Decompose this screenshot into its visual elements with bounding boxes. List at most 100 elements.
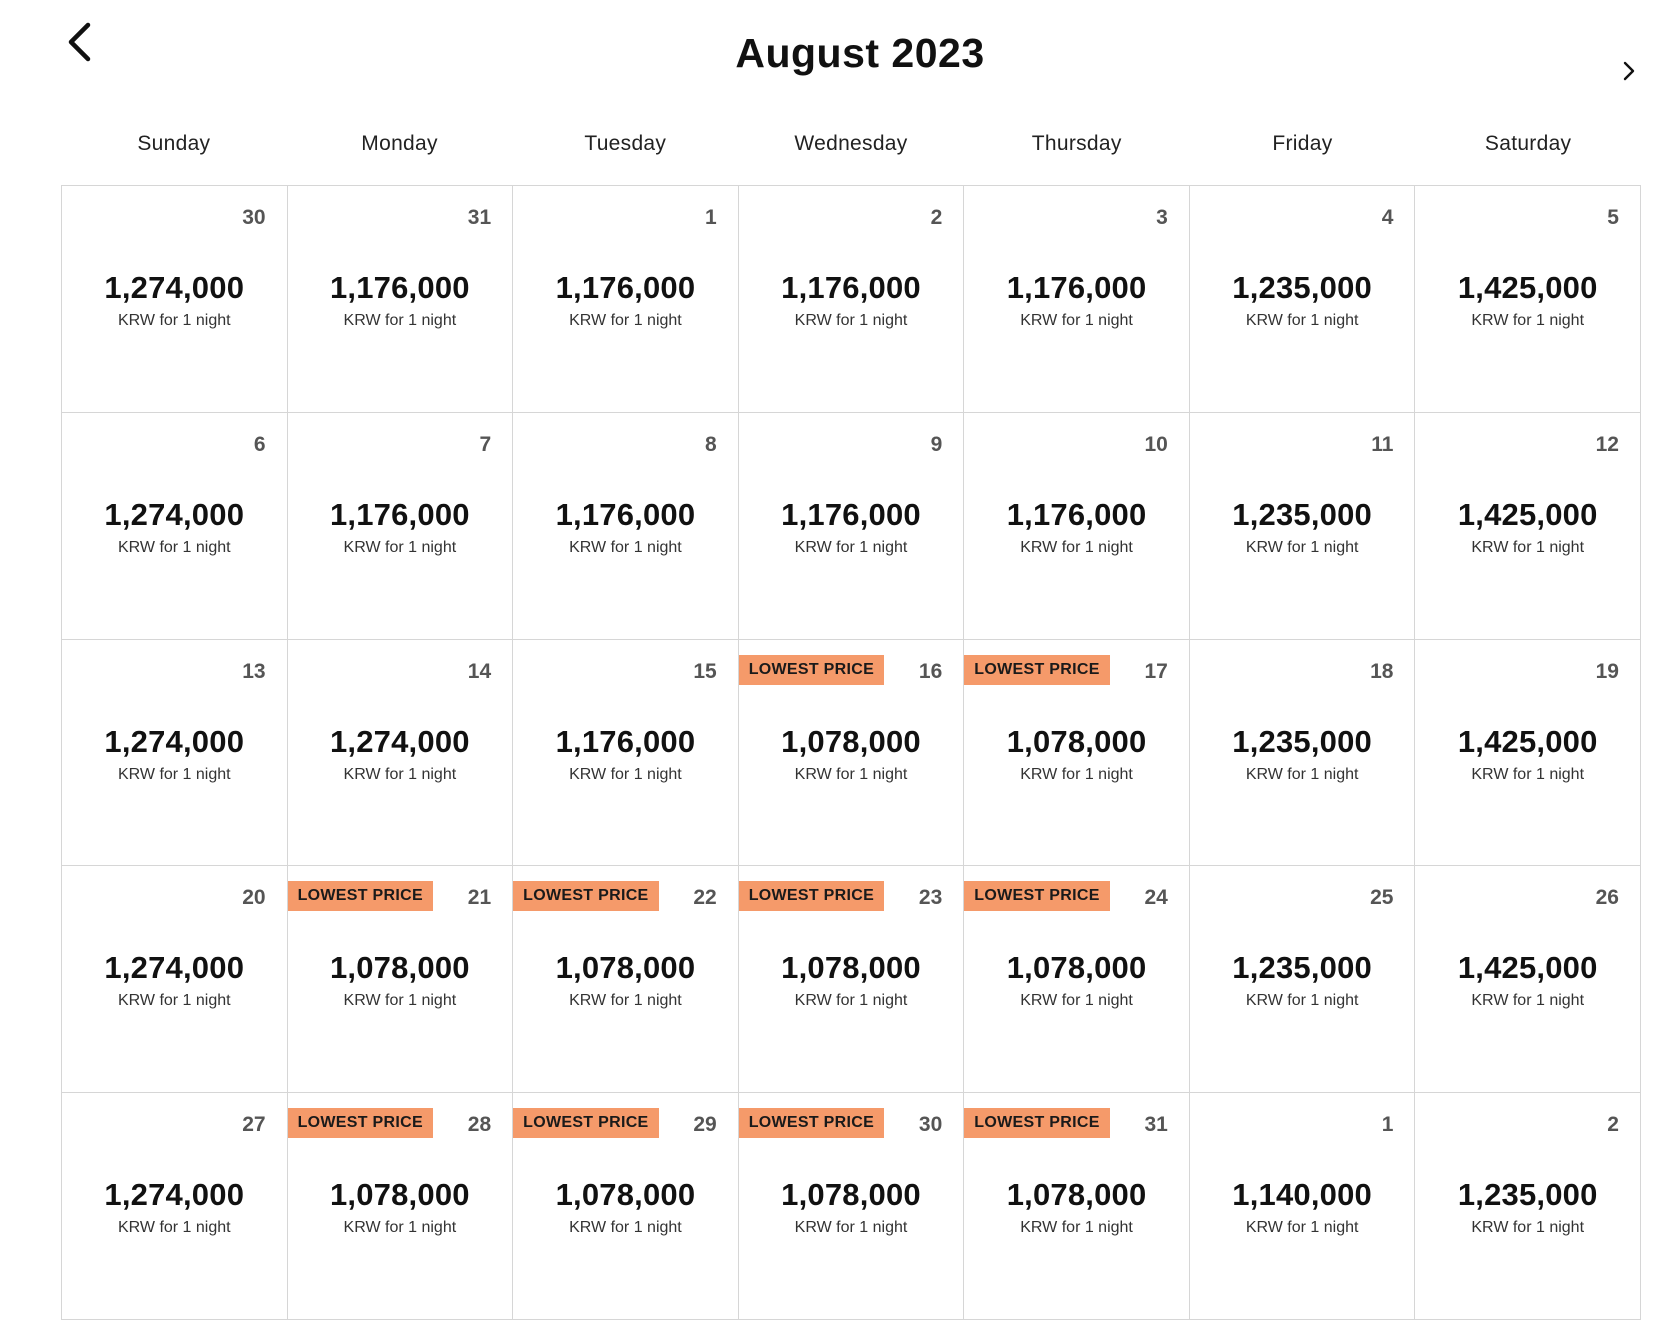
day-cell[interactable]: LOWEST PRICE 17 1,078,000 KRW for 1 night: [964, 639, 1190, 867]
price-note: KRW for 1 night: [343, 765, 457, 783]
day-cell[interactable]: LOWEST PRICE 31 1,078,000 KRW for 1 night: [964, 1093, 1190, 1320]
day-cell[interactable]: 5 1,425,000 KRW for 1 night: [1415, 186, 1641, 413]
day-cell[interactable]: 8 1,176,000 KRW for 1 night: [513, 412, 739, 640]
price-note: KRW for 1 night: [569, 765, 682, 783]
day-cell[interactable]: 4 1,235,000 KRW for 1 night: [1189, 186, 1416, 413]
lowest-price-badge: LOWEST PRICE: [738, 881, 885, 912]
day-number: 24: [1144, 886, 1168, 910]
price-note: KRW for 1 night: [343, 992, 457, 1010]
previous-month-button[interactable]: [60, 14, 100, 70]
day-cell[interactable]: 6 1,274,000 KRW for 1 night: [62, 412, 288, 640]
day-price: 1,425,000: [1457, 723, 1598, 759]
day-number: 23: [918, 886, 943, 910]
day-cell[interactable]: 1 1,176,000 KRW for 1 night: [513, 186, 739, 413]
day-number: 25: [1370, 886, 1394, 910]
day-cell[interactable]: LOWEST PRICE 30 1,078,000 KRW for 1 night: [738, 1093, 965, 1320]
price-note: KRW for 1 night: [1471, 538, 1585, 556]
day-cell[interactable]: 2 1,176,000 KRW for 1 night: [738, 186, 965, 413]
day-cell[interactable]: 27 1,274,000 KRW for 1 night: [62, 1093, 288, 1320]
weekday-label: Wednesday: [794, 132, 908, 155]
day-cell[interactable]: 15 1,176,000 KRW for 1 night: [513, 639, 739, 867]
day-price: 1,176,000: [555, 723, 696, 759]
day-cell[interactable]: LOWEST PRICE 22 1,078,000 KRW for 1 night: [513, 866, 739, 1094]
day-cell[interactable]: 25 1,235,000 KRW for 1 night: [1189, 866, 1416, 1094]
day-cell[interactable]: 19 1,425,000 KRW for 1 night: [1415, 639, 1641, 867]
day-cell[interactable]: 12 1,425,000 KRW for 1 night: [1415, 412, 1641, 640]
day-cell[interactable]: 26 1,425,000 KRW for 1 night: [1415, 866, 1641, 1094]
day-price: 1,274,000: [104, 1177, 245, 1213]
price-note: KRW for 1 night: [343, 1219, 457, 1237]
price-note: KRW for 1 night: [117, 765, 231, 783]
weekday-header: Sunday Monday Tuesday Wednesday Thursday…: [61, 132, 1641, 156]
price-note: KRW for 1 night: [1245, 765, 1359, 783]
day-price: 1,425,000: [1457, 496, 1598, 532]
day-cell[interactable]: LOWEST PRICE 29 1,078,000 KRW for 1 night: [513, 1093, 739, 1320]
day-cell[interactable]: 2 1,235,000 KRW for 1 night: [1415, 1093, 1641, 1320]
price-note: KRW for 1 night: [117, 538, 231, 556]
price-note: KRW for 1 night: [569, 1219, 682, 1237]
price-note: KRW for 1 night: [794, 312, 908, 329]
price-note: KRW for 1 night: [1471, 992, 1585, 1010]
day-price: 1,274,000: [104, 723, 245, 759]
day-price: 1,425,000: [1457, 950, 1598, 986]
day-cell[interactable]: 10 1,176,000 KRW for 1 night: [964, 412, 1190, 640]
price-note: KRW for 1 night: [1020, 1219, 1133, 1237]
price-note: KRW for 1 night: [117, 312, 231, 329]
day-price: 1,078,000: [329, 1177, 470, 1213]
day-price: 1,078,000: [781, 1177, 921, 1213]
calendar-grid: 30 1,274,000 KRW for 1 night 31 1,176,000 KRW…: [61, 185, 1641, 1320]
day-cell[interactable]: LOWEST PRICE 28 1,078,000 KRW for 1 night: [287, 1093, 514, 1320]
price-note: KRW for 1 night: [1245, 312, 1359, 329]
day-price: 1,274,000: [104, 950, 245, 986]
day-price: 1,140,000: [1232, 1177, 1372, 1213]
day-number: 16: [918, 659, 943, 683]
price-note: KRW for 1 night: [117, 992, 231, 1010]
day-price: 1,176,000: [329, 270, 470, 305]
day-cell[interactable]: LOWEST PRICE 23 1,078,000 KRW for 1 night: [738, 866, 965, 1094]
price-note: KRW for 1 night: [1471, 312, 1585, 329]
day-price: 1,176,000: [781, 496, 921, 532]
day-price: 1,078,000: [781, 950, 921, 986]
page-title: August 2023: [735, 30, 985, 76]
day-cell[interactable]: 11 1,235,000 KRW for 1 night: [1189, 412, 1416, 640]
day-cell[interactable]: 14 1,274,000 KRW for 1 night: [287, 639, 514, 867]
day-number: 12: [1595, 432, 1619, 456]
day-cell[interactable]: 20 1,274,000 KRW for 1 night: [62, 866, 288, 1094]
weekday-label: Friday: [1272, 132, 1333, 155]
next-month-button[interactable]: [1616, 56, 1642, 86]
price-note: KRW for 1 night: [794, 765, 908, 783]
day-cell[interactable]: 7 1,176,000 KRW for 1 night: [287, 412, 514, 640]
weekday-label: Tuesday: [584, 132, 667, 155]
lowest-price-badge: LOWEST PRICE: [738, 654, 885, 685]
day-number: 30: [918, 1113, 943, 1137]
day-cell[interactable]: LOWEST PRICE 16 1,078,000 KRW for 1 night: [738, 639, 965, 867]
day-price: 1,235,000: [1232, 950, 1372, 986]
day-cell[interactable]: 9 1,176,000 KRW for 1 night: [738, 412, 965, 640]
day-price: 1,235,000: [1232, 496, 1372, 532]
day-number: 2: [930, 206, 943, 229]
price-note: KRW for 1 night: [794, 538, 908, 556]
day-cell[interactable]: 31 1,176,000 KRW for 1 night: [287, 186, 514, 413]
day-cell[interactable]: 3 1,176,000 KRW for 1 night: [964, 186, 1190, 413]
day-number: 21: [467, 886, 492, 910]
day-cell[interactable]: 18 1,235,000 KRW for 1 night: [1189, 639, 1416, 867]
day-price: 1,078,000: [555, 950, 696, 986]
day-number: 2: [1607, 1113, 1619, 1137]
day-price: 1,078,000: [1006, 1177, 1147, 1213]
day-cell[interactable]: 30 1,274,000 KRW for 1 night: [62, 186, 288, 413]
day-price: 1,176,000: [1006, 496, 1147, 532]
day-price: 1,235,000: [1232, 270, 1372, 305]
day-price: 1,078,000: [329, 950, 470, 986]
day-price: 1,425,000: [1457, 270, 1598, 305]
price-note: KRW for 1 night: [569, 538, 682, 556]
price-note: KRW for 1 night: [1471, 765, 1585, 783]
day-number: 15: [693, 659, 717, 683]
day-cell[interactable]: 13 1,274,000 KRW for 1 night: [62, 639, 288, 867]
price-note: KRW for 1 night: [343, 538, 457, 556]
price-note: KRW for 1 night: [794, 1219, 908, 1237]
day-number: 4: [1381, 206, 1394, 229]
price-note: KRW for 1 night: [1471, 1219, 1585, 1237]
day-cell[interactable]: 1 1,140,000 KRW for 1 night: [1189, 1093, 1416, 1320]
day-cell[interactable]: LOWEST PRICE 24 1,078,000 KRW for 1 night: [964, 866, 1190, 1094]
day-cell[interactable]: LOWEST PRICE 21 1,078,000 KRW for 1 night: [287, 866, 514, 1094]
